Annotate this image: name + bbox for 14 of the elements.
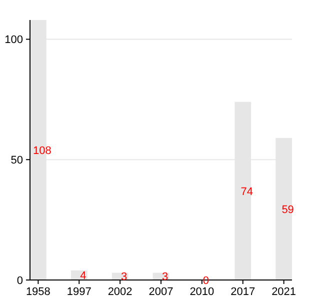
y-tick-label: 100 (4, 34, 23, 46)
data-label: 74 (240, 186, 253, 198)
x-tick-label: 2010 (190, 286, 214, 298)
data-label: 4 (80, 270, 86, 282)
x-tick-label: 2017 (230, 286, 256, 298)
x-tick-label: 1958 (26, 286, 50, 298)
y-tick-label: 50 (10, 154, 23, 166)
data-label: 59 (282, 204, 294, 216)
x-tick-label: 1997 (66, 286, 92, 298)
x-tick-label: 2007 (148, 286, 174, 298)
x-tick-label: 2021 (272, 286, 296, 298)
data-label: 108 (33, 144, 52, 157)
y-tick-label: 0 (16, 274, 23, 287)
x-tick-label: 2002 (108, 286, 132, 298)
